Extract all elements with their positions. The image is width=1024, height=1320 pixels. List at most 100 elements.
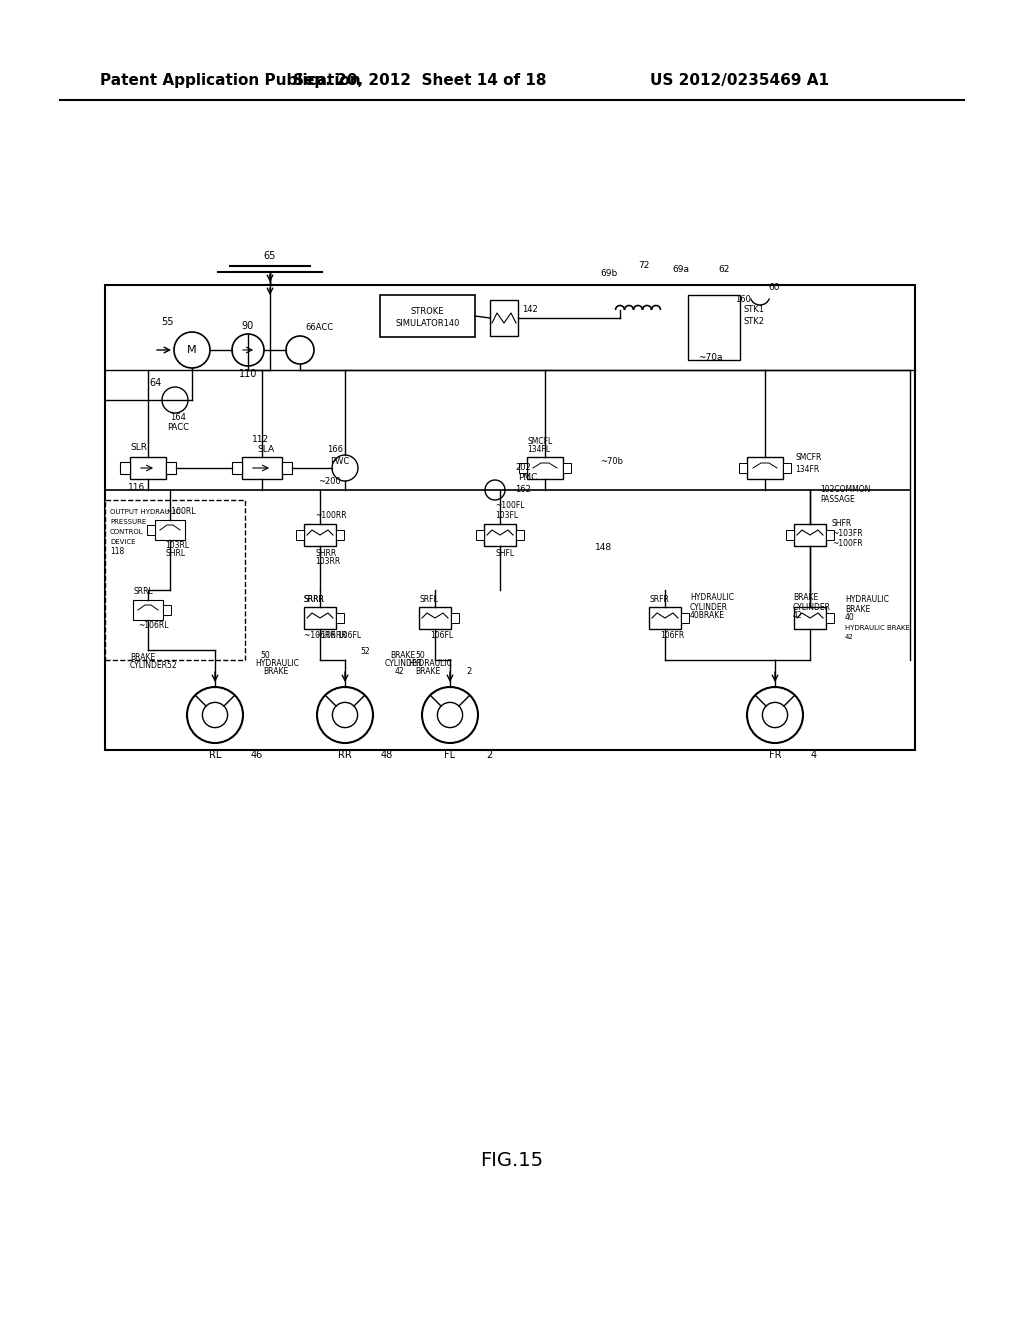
Text: HYDRAULIC: HYDRAULIC [408, 660, 452, 668]
Text: BRAKE: BRAKE [130, 652, 156, 661]
Circle shape [162, 387, 188, 413]
Text: STK2: STK2 [743, 317, 764, 326]
Circle shape [746, 686, 803, 743]
Bar [739, 463, 746, 473]
Text: 103RR: 103RR [315, 557, 340, 565]
Text: 2: 2 [486, 750, 493, 760]
Bar [527, 457, 563, 479]
Text: 166: 166 [327, 446, 343, 454]
Bar [304, 607, 336, 630]
Text: 118: 118 [110, 548, 124, 557]
Text: M: M [187, 345, 197, 355]
Bar [649, 607, 681, 630]
Text: SHRL: SHRL [165, 549, 185, 558]
Bar [490, 300, 518, 337]
Bar [242, 457, 282, 479]
Bar [519, 463, 527, 473]
Text: HYDRAULIC: HYDRAULIC [690, 594, 734, 602]
Text: 164: 164 [170, 413, 186, 422]
Text: SMCFL: SMCFL [527, 437, 552, 446]
Text: 48: 48 [381, 750, 393, 760]
Text: ~106RR: ~106RR [315, 631, 347, 640]
Bar [232, 462, 242, 474]
Circle shape [485, 480, 505, 500]
Text: ~100RL: ~100RL [165, 507, 196, 516]
Bar [336, 531, 344, 540]
Bar [419, 607, 451, 630]
Text: 103FL: 103FL [495, 511, 518, 520]
Text: Patent Application Publication: Patent Application Publication [100, 73, 360, 87]
Text: 103RL: 103RL [165, 541, 189, 550]
Text: ~103FR: ~103FR [831, 528, 862, 537]
Text: 60: 60 [768, 284, 779, 293]
Text: 162: 162 [515, 486, 530, 495]
Text: SHFL: SHFL [495, 549, 514, 557]
Circle shape [317, 686, 373, 743]
Text: PRESSURE: PRESSURE [110, 519, 146, 525]
Text: FL: FL [444, 750, 456, 760]
Text: PACC: PACC [167, 424, 189, 433]
Circle shape [203, 702, 227, 727]
Text: ~100FR: ~100FR [831, 539, 862, 548]
Bar [133, 601, 163, 620]
Bar [681, 612, 689, 623]
Text: BRAKE: BRAKE [263, 668, 288, 676]
Text: RL: RL [209, 750, 221, 760]
Text: PWC: PWC [330, 457, 349, 466]
Text: SMCFR: SMCFR [795, 454, 821, 462]
Text: SRFL: SRFL [419, 594, 437, 603]
Text: SIMULATOR140: SIMULATOR140 [395, 318, 460, 327]
Text: PMC: PMC [518, 474, 538, 483]
Text: 148: 148 [595, 544, 612, 553]
Text: CYLINDER: CYLINDER [385, 660, 423, 668]
Text: SHRR: SHRR [315, 549, 336, 557]
Text: STROKE: STROKE [411, 306, 444, 315]
Text: CYLINDER52: CYLINDER52 [130, 661, 177, 671]
Text: BRAKE: BRAKE [415, 668, 440, 676]
Bar [282, 462, 292, 474]
Bar [826, 531, 834, 540]
Text: ~106RR 106FL: ~106RR 106FL [304, 631, 361, 640]
Bar [155, 520, 185, 540]
Text: SLR: SLR [130, 444, 147, 453]
Text: FIG.15: FIG.15 [480, 1151, 544, 1170]
Text: 134FR: 134FR [795, 466, 819, 474]
Bar [451, 612, 459, 623]
Text: ~100FL: ~100FL [495, 500, 524, 510]
Bar [105, 500, 245, 660]
Text: CYLINDER: CYLINDER [793, 602, 831, 611]
Text: 106FR: 106FR [660, 631, 684, 640]
Bar [786, 531, 794, 540]
Text: 134FL: 134FL [527, 446, 550, 454]
Text: 50: 50 [415, 651, 425, 660]
Text: 110: 110 [239, 370, 257, 379]
Text: 160: 160 [735, 296, 751, 305]
Text: 55: 55 [161, 317, 173, 327]
Bar [746, 457, 783, 479]
Circle shape [422, 686, 478, 743]
Bar [336, 612, 344, 623]
Text: SRFR: SRFR [649, 594, 669, 603]
Text: 2: 2 [466, 668, 471, 676]
Text: 42: 42 [793, 611, 803, 620]
Bar [476, 531, 484, 540]
Text: DEVICE: DEVICE [110, 539, 135, 545]
Circle shape [437, 702, 463, 727]
Text: HYDRAULIC: HYDRAULIC [845, 595, 889, 605]
Text: 106FL: 106FL [430, 631, 454, 640]
Text: FR: FR [769, 750, 781, 760]
Bar [105, 285, 915, 750]
Circle shape [332, 455, 358, 480]
Bar [563, 463, 571, 473]
Text: SRRR: SRRR [304, 594, 325, 603]
Circle shape [333, 702, 357, 727]
Text: HYDRAULIC: HYDRAULIC [255, 660, 299, 668]
Bar [794, 524, 826, 546]
Text: 202: 202 [515, 463, 530, 473]
Text: ~200: ~200 [318, 478, 341, 487]
Text: 46: 46 [251, 750, 263, 760]
Text: ~70a: ~70a [698, 354, 723, 363]
Text: 40BRAKE: 40BRAKE [690, 611, 725, 620]
Text: BRAKE: BRAKE [390, 651, 416, 660]
Text: BRAKE: BRAKE [793, 594, 818, 602]
